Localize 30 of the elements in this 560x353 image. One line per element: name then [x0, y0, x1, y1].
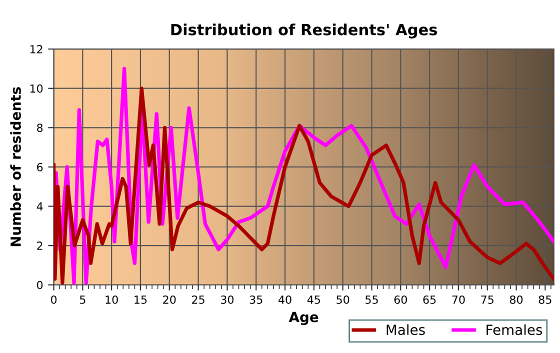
y-tick-label: 2: [37, 242, 42, 250]
x-tick-label: 25: [192, 295, 204, 304]
x-tick-label: 15: [134, 296, 147, 304]
x-tick-label: 55: [366, 296, 378, 304]
y-axis-title: Number of residents: [10, 87, 21, 246]
x-tick-label: 40: [278, 295, 292, 304]
y-tick-label: 6: [37, 162, 43, 172]
x-tick-label: 10: [106, 295, 118, 304]
x-tick-label: 65: [423, 295, 436, 304]
y-tick-label: 10: [30, 84, 43, 93]
y-tick-label: 4: [36, 202, 43, 210]
x-tick-label: 60: [394, 295, 407, 304]
x-tick-label: 70: [452, 295, 465, 304]
x-tick-label: 80: [510, 295, 523, 304]
x-tick-label: 50: [336, 295, 350, 304]
legend-label: Females: [486, 324, 542, 336]
x-tick-label: 45: [307, 296, 320, 304]
legend-label: Males: [386, 324, 425, 336]
x-tick-label: 5: [80, 296, 86, 304]
chart-title: Distribution of Residents' Ages: [171, 24, 437, 38]
y-tick-label: 8: [37, 124, 43, 132]
x-tick-label: 35: [250, 295, 262, 304]
y-tick-label: 0: [37, 280, 43, 290]
x-axis-title: Age: [288, 312, 318, 326]
x-tick-label: 75: [481, 296, 494, 304]
x-tick-label: 20: [163, 295, 176, 304]
x-tick-label: 0: [50, 295, 57, 304]
x-tick-label: 30: [220, 295, 234, 304]
x-tick-label: 85: [538, 295, 552, 304]
y-tick-label: 12: [30, 45, 42, 54]
